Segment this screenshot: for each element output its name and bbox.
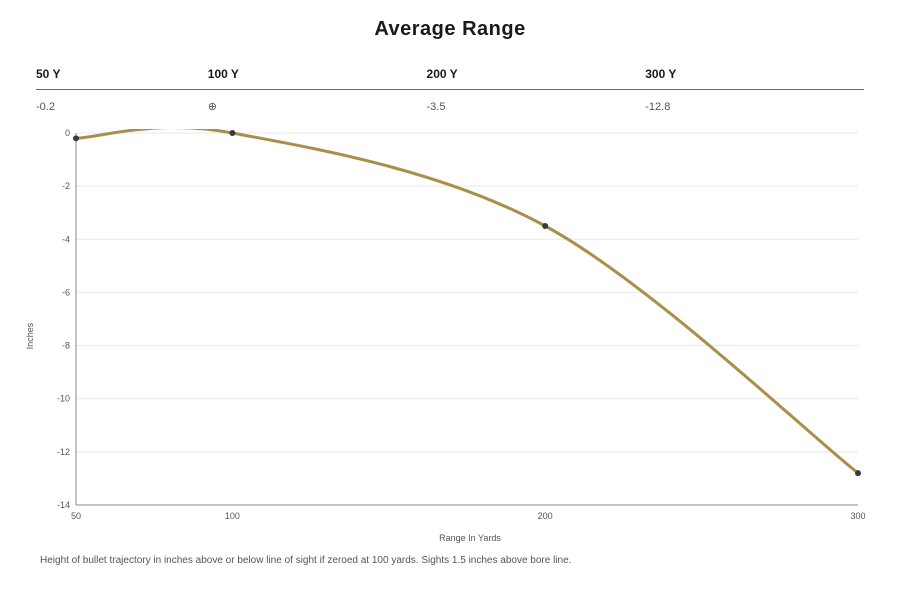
svg-text:-4: -4 [62, 234, 70, 244]
svg-text:200: 200 [538, 511, 553, 521]
svg-text:-14: -14 [57, 500, 70, 510]
svg-text:0: 0 [65, 129, 70, 138]
svg-text:-6: -6 [62, 287, 70, 297]
trajectory-chart: 0 -2 -4 -6 -8 -10 -12 -1450 100 200 300 [36, 129, 866, 529]
col-header: 50 Y [36, 61, 208, 90]
svg-text:-10: -10 [57, 394, 70, 404]
cell: ⊕ [208, 90, 427, 118]
table-row: -0.2 ⊕ -3.5 -12.8 [36, 90, 864, 118]
range-data-table: 50 Y 100 Y 200 Y 300 Y -0.2 ⊕ -3.5 -12.8 [36, 61, 864, 117]
table-header-row: 50 Y 100 Y 200 Y 300 Y [36, 61, 864, 90]
chart-container: Inches 0-2-4-6-8-10-12-1450100200300 Ran… [36, 129, 864, 543]
col-header: 200 Y [427, 61, 646, 90]
svg-text:-12: -12 [57, 447, 70, 457]
col-header: 100 Y [208, 61, 427, 90]
y-axis-label: Inches [25, 323, 35, 350]
data-point [855, 470, 861, 476]
svg-text:50: 50 [71, 511, 81, 521]
data-point [542, 223, 548, 229]
x-axis-label: Range In Yards [36, 533, 864, 543]
data-point [229, 130, 235, 136]
col-header: 300 Y [645, 61, 864, 90]
svg-text:100: 100 [225, 511, 240, 521]
data-point [73, 135, 79, 141]
cell: -3.5 [427, 90, 646, 118]
chart-title: Average Range [36, 18, 864, 41]
svg-text:-2: -2 [62, 181, 70, 191]
cell: -12.8 [645, 90, 864, 118]
trajectory-line [76, 129, 858, 473]
svg-text:-8: -8 [62, 341, 70, 351]
chart-footnote: Height of bullet trajectory in inches ab… [36, 555, 864, 566]
page-root: Average Range 50 Y 100 Y 200 Y 300 Y -0.… [0, 0, 900, 592]
cell: -0.2 [36, 90, 208, 118]
svg-text:300: 300 [850, 511, 865, 521]
